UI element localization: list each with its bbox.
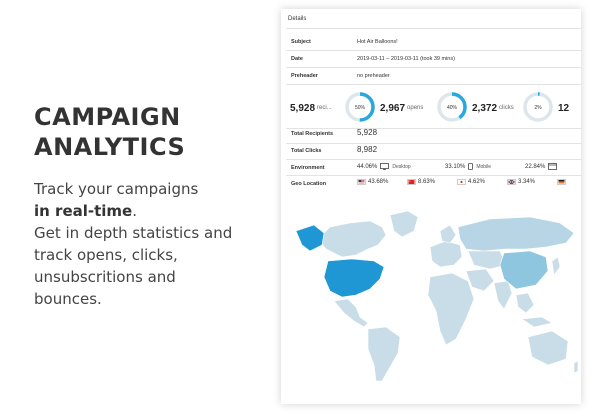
desktop-percent: 44.06% [357, 163, 378, 170]
recipients-stat-label: reci... [317, 105, 332, 111]
mobile-label: Mobile [476, 163, 492, 170]
ring-fill [345, 92, 375, 122]
opens-ring-percent: 50% [355, 105, 366, 111]
greenland-region[interactable] [389, 210, 419, 238]
divider [286, 50, 581, 51]
new-zealand-region[interactable] [573, 360, 579, 374]
promo-line5: unsubscritions and [34, 268, 176, 286]
indonesia-region[interactable] [521, 316, 553, 328]
scandinavia-region[interactable] [439, 224, 457, 244]
mobile-icon [468, 163, 474, 170]
preheader-value: no preheader [357, 73, 390, 79]
total-clicks-label: Total Clicks [291, 148, 322, 154]
environment-label: Environment [291, 165, 325, 171]
divider [286, 67, 581, 68]
jp-percent: 4.62% [468, 179, 486, 185]
africa-region[interactable] [427, 272, 475, 346]
clicks-ring-percent: 40% [447, 105, 458, 111]
opens-stat-number: 2,967 [380, 102, 406, 114]
subject-label: Subject [291, 39, 311, 45]
date-label: Date [291, 56, 303, 62]
desktop-icon [380, 163, 390, 170]
japan-region[interactable] [551, 256, 561, 276]
geo-location-label: Geo Location [291, 181, 327, 187]
mexico-region[interactable] [333, 298, 369, 328]
preheader-label: Preheader [291, 73, 318, 79]
divider [286, 175, 581, 176]
world-map[interactable] [290, 205, 580, 385]
total-recipients-value: 5,928 [357, 128, 378, 137]
uk-flag-icon [507, 179, 516, 185]
subject-value: Hot Air Balloons! [357, 39, 398, 45]
promo-line6: bounces. [34, 290, 102, 308]
promo-line3: Get in depth statistics and [34, 224, 233, 242]
promo-line4: track opens, clicks, [34, 246, 178, 264]
recipients-stat-number: 5,928 [290, 102, 316, 114]
promo-title-line1: CAMPAIGN [34, 103, 181, 131]
geo-cn: 8.63% [407, 179, 435, 185]
south-america-region[interactable] [367, 326, 401, 382]
details-title: Details [288, 16, 307, 22]
cut-off-stat-number: 12 [558, 102, 570, 114]
date-value: 2019-03-11 – 2019-03-11 (took 39 mins) [357, 56, 455, 62]
middle-east-region[interactable] [465, 268, 495, 292]
australia-region[interactable] [527, 330, 569, 366]
us-percent: 43.68% [368, 179, 389, 185]
china-region[interactable] [499, 250, 549, 290]
total-clicks-value: 8,982 [357, 145, 378, 154]
environment-mobile: 33.10% Mobile [445, 163, 491, 170]
us-flag-icon [357, 179, 366, 185]
clicks-stat: 2,372 clicks [472, 93, 514, 123]
geo-us: 43.68% [357, 179, 388, 185]
germany-flag-icon [557, 179, 566, 185]
third-progress-ring: 2% [523, 92, 553, 122]
europe-region[interactable] [429, 240, 463, 268]
china-flag-icon [407, 179, 416, 185]
environment-desktop: 44.06% Desktop [357, 163, 411, 170]
clicks-stat-number: 2,372 [472, 102, 498, 114]
divider [286, 84, 581, 85]
southeast-asia-region[interactable] [515, 292, 535, 314]
cut-off-stat: 12 [558, 93, 569, 123]
clicks-stat-label: clicks [499, 105, 514, 111]
japan-flag-icon [457, 179, 466, 185]
other-percent: 22.84% [525, 163, 546, 170]
opens-progress-ring: 50% [345, 92, 375, 122]
divider [286, 143, 581, 144]
cn-percent: 8.63% [418, 179, 436, 185]
promo-section: CAMPAIGN ANALYTICS Track your campaigns … [34, 102, 264, 310]
promo-line2-bold: in real-time [34, 202, 133, 220]
divider [286, 128, 581, 129]
environment-other: 22.84% [525, 163, 558, 170]
divider [286, 28, 581, 29]
promo-line1: Track your campaigns [34, 180, 199, 198]
geo-de [557, 179, 568, 185]
geo-jp: 4.62% [457, 179, 485, 185]
total-recipients-label: Total Recipients [291, 131, 334, 137]
usa-region[interactable] [323, 258, 385, 298]
promo-description: Track your campaigns in real-time. Get i… [34, 178, 264, 310]
opens-stat-label: opens [407, 105, 424, 111]
promo-title-line2: ANALYTICS [34, 133, 186, 161]
clicks-progress-ring: 40% [437, 92, 467, 122]
russia-region[interactable] [457, 216, 575, 252]
promo-line2-end: . [132, 202, 137, 220]
opens-stat: 2,967 opens [380, 93, 423, 123]
canada-region[interactable] [317, 220, 387, 258]
browser-icon [548, 163, 558, 170]
divider [286, 159, 581, 160]
ring-fill [437, 92, 467, 122]
gb-percent: 3.34% [518, 179, 536, 185]
india-region[interactable] [493, 280, 513, 310]
desktop-label: Desktop [392, 163, 411, 170]
third-ring-percent: 2% [534, 105, 542, 111]
alaska-region[interactable] [295, 224, 325, 252]
ring-fill [523, 92, 553, 122]
central-asia-region[interactable] [467, 250, 507, 270]
geo-gb: 3.34% [507, 179, 535, 185]
campaign-details-card: Details Subject Hot Air Balloons! Date 2… [281, 9, 581, 404]
mobile-percent: 33.10% [445, 163, 466, 170]
promo-title: CAMPAIGN ANALYTICS [34, 102, 264, 162]
recipients-stat: 5,928 reci... [290, 93, 332, 123]
